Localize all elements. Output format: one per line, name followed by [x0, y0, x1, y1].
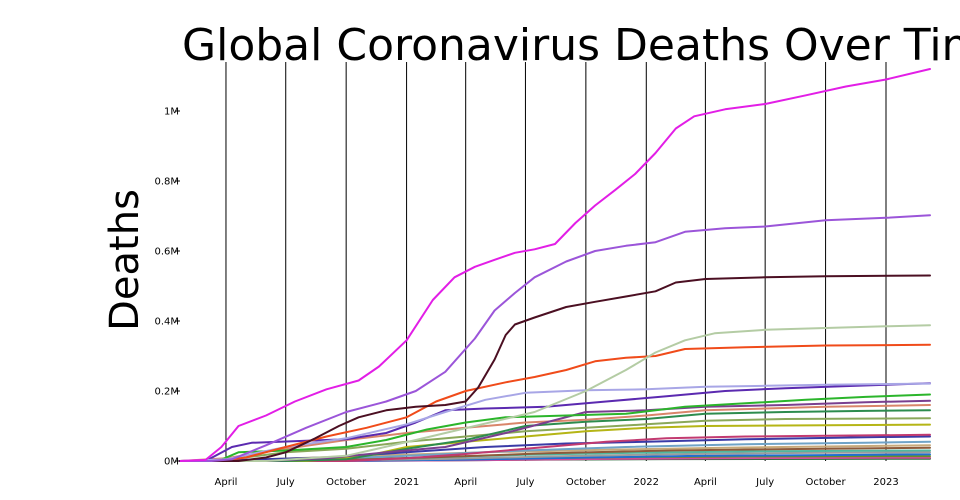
- x-tick-label: April: [215, 477, 238, 488]
- series-line: [179, 433, 931, 462]
- x-tick-label: October: [806, 477, 847, 488]
- x-tick-label: 2021: [394, 477, 419, 488]
- vertical-gridlines: [225, 62, 887, 461]
- y-tick-label: 0.2M: [154, 387, 179, 398]
- series-line: [179, 399, 931, 462]
- x-tick-label: 2023: [873, 477, 898, 488]
- y-tick-label: 0M: [164, 457, 179, 468]
- x-tick-label: April: [694, 477, 717, 488]
- series-group: [179, 68, 931, 462]
- x-axis: April July October 2021 April July October 2022…: [215, 477, 899, 488]
- series-line: [179, 343, 931, 462]
- x-tick-label: October: [566, 477, 607, 488]
- y-tick-label: 0.8M: [154, 177, 179, 188]
- series-line: [179, 435, 931, 462]
- y-tick-label: 1M: [164, 107, 179, 118]
- series-line: [179, 324, 931, 462]
- y-tick-label: 0.6M: [154, 247, 179, 258]
- y-axis: 0M 0.2M 0.4M 0.6M 0.8M 1M: [154, 107, 180, 468]
- series-line: [179, 423, 931, 462]
- series-line: [179, 68, 931, 462]
- x-tick-label: October: [326, 477, 367, 488]
- series-line: [179, 274, 931, 462]
- x-tick-label: April: [454, 477, 477, 488]
- series-line: [179, 404, 931, 462]
- series-line: [179, 382, 931, 462]
- series-line: [179, 382, 931, 462]
- y-axis-label: Deaths: [102, 189, 148, 331]
- series-line: [179, 409, 931, 462]
- x-tick-label: July: [276, 477, 295, 488]
- x-tick-label: July: [515, 477, 534, 488]
- series-line: [179, 214, 931, 462]
- x-tick-label: July: [755, 477, 774, 488]
- chart-title: Global Coronavirus Deaths Over Time: [182, 20, 960, 71]
- x-tick-label: 2022: [634, 477, 659, 488]
- y-tick-label: 0.4M: [154, 317, 179, 328]
